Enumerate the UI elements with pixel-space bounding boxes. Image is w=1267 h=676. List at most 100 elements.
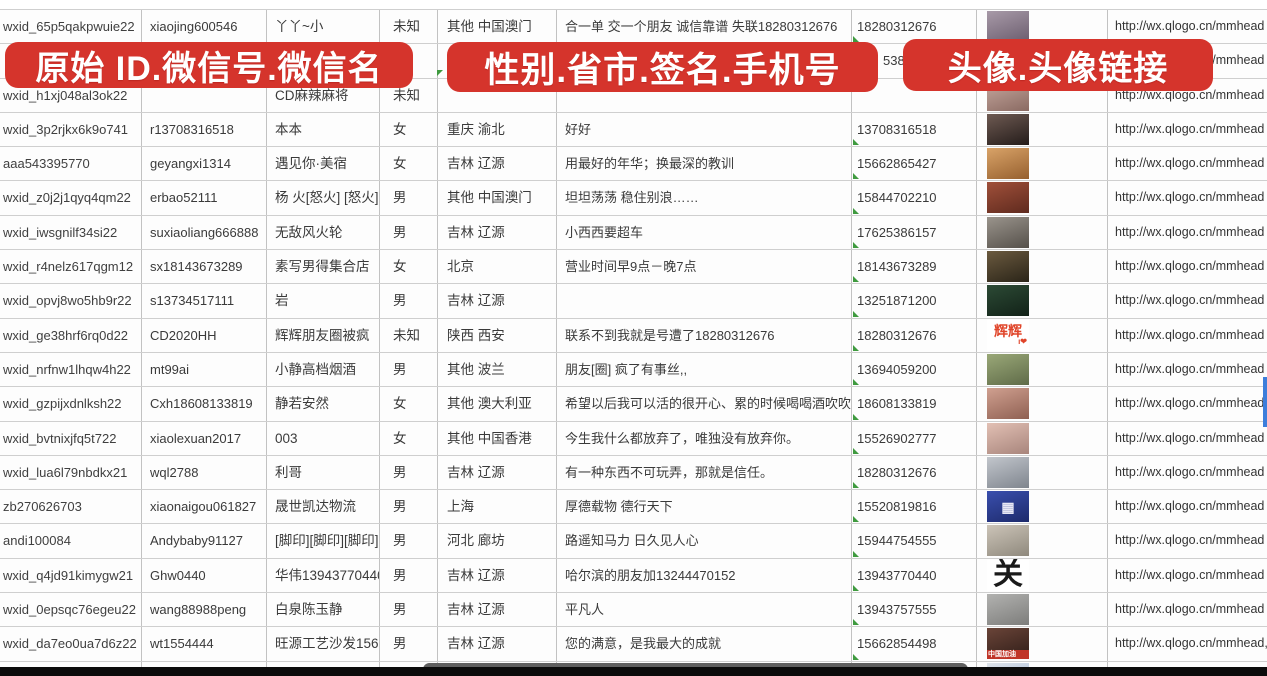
cell-id[interactable]: CD2020HH (142, 318, 267, 352)
cell-id[interactable]: s13734517111 (142, 284, 267, 318)
cell-phone[interactable]: 15662854498 (852, 627, 977, 661)
cell-name[interactable]: 岩 (267, 284, 380, 318)
cell-name[interactable]: 辉辉朋友圈被疯 (267, 318, 380, 352)
cell-region[interactable]: 重庆 渝北 (438, 112, 557, 147)
cell-signature[interactable]: 朋友[圈] 疯了有事丝,, (557, 352, 852, 387)
cell-wxid[interactable]: wxid_bvtnixjfq5t722 (0, 421, 142, 455)
cell-name[interactable]: 小静高档烟酒 (267, 352, 380, 387)
cell-avatar[interactable] (977, 455, 1108, 490)
cell-phone[interactable]: 18280312676 (852, 10, 977, 44)
cell-id[interactable]: wt1554444 (142, 627, 267, 661)
cell-gender[interactable]: 男 (380, 352, 438, 387)
cell-region[interactable]: 河北 廊坊 (438, 524, 557, 558)
cell-name[interactable]: 静若安然 (267, 387, 380, 421)
cell-region[interactable]: 吉林 辽源 (438, 147, 557, 181)
avatar-image[interactable] (987, 422, 1029, 454)
avatar-image[interactable] (987, 148, 1029, 180)
cell-name[interactable]: 杨 火[怒火] [怒火] (267, 181, 380, 215)
cell-region[interactable]: 其他 澳大利亚 (438, 387, 557, 421)
cell-signature[interactable]: 合一单 交一个朋友 诚信靠谱 失联18280312676 (557, 10, 852, 44)
avatar-image[interactable] (987, 594, 1029, 626)
cell-phone[interactable]: 13708316518 (852, 112, 977, 147)
cell-region[interactable]: 吉林 辽源 (438, 558, 557, 593)
cell-name[interactable]: 丫丫~小 (267, 10, 380, 44)
cell-url[interactable]: http://wx.qlogo.cn/mmhead (1108, 216, 1267, 249)
cell-url[interactable]: http://wx.qlogo.cn/mmhead (1108, 387, 1267, 420)
cell-wxid[interactable]: wxid_0epsqc76egeu22 (0, 593, 142, 627)
cell-wxid[interactable]: wxid_h1xj048al3ok22 (0, 78, 142, 112)
cell-gender[interactable]: 男 (380, 593, 438, 627)
cell-signature[interactable]: 厚德载物 德行天下 (557, 490, 852, 524)
cell-name[interactable]: 白泉陈玉静 (267, 593, 380, 627)
cell-url[interactable]: http://wx.qlogo.cn/mmhead (1108, 456, 1267, 489)
cell-signature[interactable]: 路遥知马力 日久见人心 (557, 524, 852, 558)
cell-signature[interactable] (557, 284, 852, 318)
cell-wxid[interactable]: andi100084 (0, 524, 142, 558)
cell-phone[interactable]: 13251871200 (852, 284, 977, 318)
cell-gender[interactable]: 男 (380, 284, 438, 318)
cell-gender[interactable]: 女 (380, 387, 438, 421)
cell-signature[interactable]: 用最好的年华；换最深的教训 (557, 147, 852, 181)
cell-phone[interactable]: 15520819816 (852, 490, 977, 524)
cell-avatar[interactable] (977, 112, 1108, 147)
cell-gender[interactable]: 男 (380, 627, 438, 661)
cell-wxid[interactable]: wxid_ge38hrf6rq0d22 (0, 318, 142, 352)
cell-id[interactable]: Ghw0440 (142, 558, 267, 593)
avatar-image[interactable]: 辉辉 ı❤ (987, 319, 1029, 351)
avatar-image[interactable] (987, 525, 1029, 557)
avatar-image[interactable] (987, 353, 1029, 385)
cell-phone[interactable]: 13943757555 (852, 593, 977, 627)
cell-phone[interactable]: 15844702210 (852, 181, 977, 215)
cell-wxid[interactable]: zb270626703 (0, 490, 142, 524)
cell-phone[interactable] (852, 78, 977, 112)
cell-id[interactable]: sx18143673289 (142, 250, 267, 284)
cell-avatar[interactable] (977, 10, 1108, 44)
avatar-image[interactable] (987, 182, 1029, 214)
cell-gender[interactable]: 女 (380, 421, 438, 455)
cell-id[interactable]: r13708316518 (142, 112, 267, 147)
cell-wxid[interactable]: wxid_q4jd91kimygw21 (0, 558, 142, 593)
cell-url[interactable]: http://wx.qlogo.cn/mmhead (1108, 113, 1267, 146)
avatar-image[interactable] (987, 216, 1029, 248)
cell-gender[interactable]: 男 (380, 455, 438, 490)
cell-url[interactable]: http://wx.qlogo.cn/mmhead (1108, 79, 1267, 112)
cell-signature[interactable]: 哈尔滨的朋友加13244470152 (557, 558, 852, 593)
cell-name[interactable]: 素写男得集合店 (267, 250, 380, 284)
cell-region[interactable]: 吉林 辽源 (438, 215, 557, 250)
cell-wxid[interactable]: wxid_iwsgnilf34si22 (0, 215, 142, 250)
cell-region[interactable]: 其他 中国澳门 (438, 181, 557, 215)
cell-id[interactable]: wql2788 (142, 455, 267, 490)
cell-phone[interactable]: 15526902777 (852, 421, 977, 455)
cell-url[interactable]: http://wx.qlogo.cn/mmhead (1108, 524, 1267, 557)
cell-avatar[interactable]: 中国加油 (977, 627, 1108, 661)
cell-gender[interactable]: 女 (380, 112, 438, 147)
cell-url[interactable]: http://wx.qlogo.cn/mmhead (1108, 147, 1267, 180)
cell-region[interactable]: 北京 (438, 250, 557, 284)
avatar-image[interactable] (987, 251, 1029, 283)
cell-id[interactable]: Andybaby91127 (142, 524, 267, 558)
cell-id[interactable]: suxiaoliang666888 (142, 215, 267, 250)
cell-avatar[interactable] (977, 284, 1108, 318)
cell-avatar[interactable] (977, 524, 1108, 558)
cell-region[interactable]: 其他 中国香港 (438, 421, 557, 455)
cell-avatar[interactable] (977, 387, 1108, 421)
cell-wxid[interactable]: aaa543395770 (0, 147, 142, 181)
cell-id[interactable]: mt99ai (142, 352, 267, 387)
cell-url[interactable]: http://wx.qlogo.cn/mmhead (1108, 559, 1267, 592)
avatar-image[interactable]: 中国加油 (987, 628, 1029, 660)
cell-gender[interactable]: 未知 (380, 10, 438, 44)
cell-name[interactable]: 晟世凯达物流 (267, 490, 380, 524)
cell-phone[interactable]: 18143673289 (852, 250, 977, 284)
cell-avatar[interactable] (977, 352, 1108, 387)
cell-phone[interactable]: 13943770440 (852, 558, 977, 593)
cell-phone[interactable]: 15944754555 (852, 524, 977, 558)
cell-region[interactable]: 其他 波兰 (438, 352, 557, 387)
cell-gender[interactable]: 男 (380, 490, 438, 524)
cell-name[interactable]: 无敌风火轮 (267, 215, 380, 250)
cell-avatar[interactable]: 辉辉 ı❤ (977, 318, 1108, 352)
cell-avatar[interactable] (977, 421, 1108, 455)
cell-phone[interactable]: 13694059200 (852, 352, 977, 387)
cell-id[interactable]: xiaonaigou061827 (142, 490, 267, 524)
cell-gender[interactable]: 未知 (380, 318, 438, 352)
cell-url[interactable]: http://wx.qlogo.cn/mmhead (1108, 593, 1267, 626)
